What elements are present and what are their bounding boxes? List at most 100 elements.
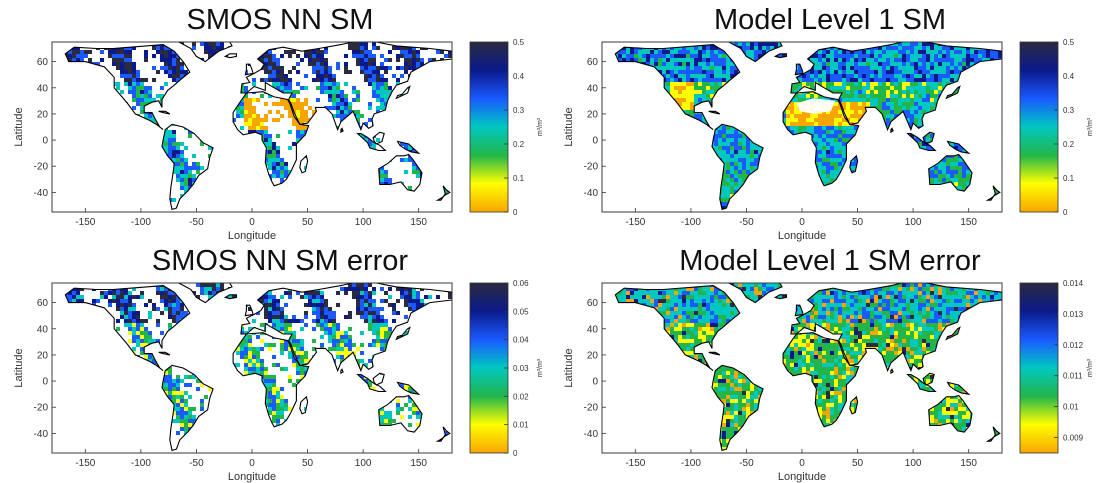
panel-title: Model Level 1 SM error [679,245,981,277]
colorbar-tick-label: 0 [513,449,518,458]
x-tick-label: 50 [302,458,314,469]
coastline-iceland [223,53,237,59]
x-tick-label: 150 [960,458,977,469]
colorbar-tick-label: 0 [513,208,518,217]
x-tick-label: 0 [249,458,255,469]
x-tick-label: -150 [625,217,645,228]
map-svg: -150 -100 -50 0 50 100 150 60 40 20 0 -20 -40 Longitu… [13,38,544,242]
panel-title: Model Level 1 SM [713,4,947,36]
y-tick-label: 40 [587,83,599,94]
colorbar-unit-label: m³/m³ [537,358,544,377]
colorbar-tick-label: 0.3 [513,106,525,115]
x-tick-label: 0 [799,458,805,469]
coastline-newguinea [946,381,971,396]
colorbar-tick-label: 0 [1063,208,1068,217]
coastline-japan [945,85,961,100]
y-tick-label: -20 [34,162,49,173]
coastline-africa [232,332,310,428]
y-axis-label: Latitude [13,107,25,146]
coastline-uk [794,63,804,76]
colorbar-tick-label: 0.02 [513,392,529,401]
coastline-namerica [614,285,741,372]
x-tick-label: 100 [355,217,372,228]
y-tick-label: 60 [587,57,599,68]
x-tick-label: -50 [739,458,754,469]
x-tick-label: 150 [410,458,427,469]
y-tick-label: -20 [584,403,599,414]
coastline-indonesia [906,132,937,152]
map-svg: -150 -100 -50 0 50 100 150 60 40 20 0 -20 -40 Longitu… [563,279,1094,483]
colorbar-tick-label: 0.5 [513,38,525,47]
coastlines [64,283,452,452]
coastline-madagascar [299,154,309,174]
coastline-srilanka [890,127,894,134]
coastline-africa [232,91,310,187]
coastline-samerica [711,123,764,211]
coastlines [614,283,1002,452]
y-tick-label: -20 [584,162,599,173]
colorbar-tick-label: 0.2 [1063,140,1075,149]
coastline-madagascar [849,395,859,415]
coastline-newguinea [396,381,421,396]
y-tick-label: 40 [37,324,49,335]
coastline-australia [378,153,423,192]
coastline-caribbean [708,110,721,115]
coastline-indonesia [356,373,387,393]
coastline-srilanka [340,368,344,375]
map-svg: -150 -100 -50 0 50 100 150 60 40 20 0 -20 -40 Longitu… [563,38,1094,242]
colorbar [1019,41,1059,213]
x-tick-label: 150 [410,217,427,228]
y-tick-label: 40 [587,324,599,335]
y-tick-label: -40 [34,429,49,440]
coastline-indonesia [356,132,387,152]
x-axis-label: Longitude [778,471,826,483]
x-tick-label: -150 [625,458,645,469]
coastline-nz [435,185,451,201]
coastline-indonesia [906,373,937,393]
coastline-iceland [773,53,787,59]
coastline-greenland [727,283,783,304]
coastline-nz [985,185,1001,201]
colorbar-tick-label: 0.05 [513,307,529,316]
map-panel-smos-sm: SMOS NN SM -150 -100 -50 0 50 100 150 60 40 20 0 -2… [0,0,550,242]
coastline-uk [244,304,254,317]
x-tick-label: 100 [905,217,922,228]
colorbar-tick-label: 0.01 [513,421,529,430]
y-tick-label: 0 [42,377,48,388]
coastline-caribbean [708,351,721,356]
coastline-borneo [372,131,385,145]
x-tick-label: -100 [681,458,701,469]
x-tick-label: -100 [131,458,151,469]
coastline-australia [928,394,973,433]
x-tick-label: -150 [75,458,95,469]
x-tick-label: -50 [189,458,204,469]
x-tick-label: 50 [852,217,864,228]
colorbar-tick-label: 0.5 [1063,38,1075,47]
coastline-samerica [711,364,764,452]
map-panel-model-sm: Model Level 1 SM -150 -100 -50 0 50 100 150 60 4… [550,0,1100,242]
y-tick-label: 20 [37,350,49,361]
x-tick-label: -100 [681,217,701,228]
colorbar-unit-label: m³/m³ [537,117,544,136]
coastline-borneo [922,131,935,145]
coastline-greenland [177,283,233,304]
y-axis-label: Latitude [563,348,575,387]
x-tick-label: 0 [799,217,805,228]
x-tick-label: 100 [355,458,372,469]
coastline-japan [395,85,411,100]
x-axis-label: Longitude [778,230,826,242]
coastline-borneo [922,372,935,386]
coastlines [614,42,1002,211]
coastline-africa [782,332,860,428]
x-tick-label: 100 [905,458,922,469]
coastline-nz [985,426,1001,442]
coastline-iceland [223,294,237,300]
coastline-greenland [727,42,783,63]
y-tick-label: -20 [34,403,49,414]
coastline-eurasia [790,283,1002,373]
coastline-nz [435,426,451,442]
y-tick-label: -40 [34,188,49,199]
coastline-japan [395,326,411,341]
y-tick-label: 20 [587,109,599,120]
colorbar-tick-label: 0.4 [513,72,525,81]
